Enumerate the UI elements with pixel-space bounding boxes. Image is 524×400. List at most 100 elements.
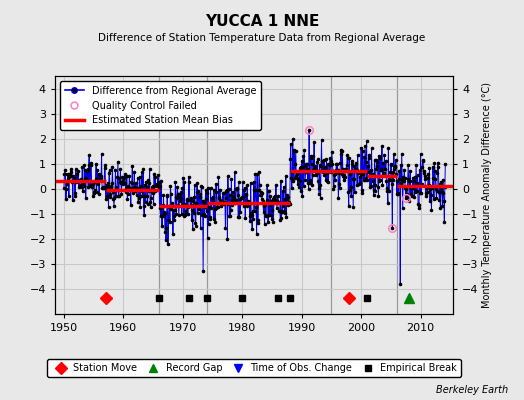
Y-axis label: Monthly Temperature Anomaly Difference (°C): Monthly Temperature Anomaly Difference (… [482,82,492,308]
Point [305,127,313,133]
Point [210,187,218,193]
Point [78,184,86,190]
Point [201,187,210,193]
Point [259,200,267,206]
Point [425,164,434,171]
Point [223,187,231,193]
Point [290,147,299,153]
Point [321,165,329,171]
Point [129,184,137,191]
Point [340,172,348,178]
Point [215,194,223,201]
Point [93,180,102,187]
Point [138,193,147,200]
Point [390,166,399,173]
Point [226,192,234,198]
Point [283,194,292,200]
Point [434,160,442,166]
Point [372,188,380,194]
Point [165,203,173,210]
Point [281,210,290,216]
Point [267,212,275,218]
Point [307,152,315,159]
Point [292,173,300,179]
Point [364,169,372,175]
Point [437,185,445,191]
Point [289,136,297,142]
Point [60,171,69,177]
Point [66,172,74,178]
Point [166,219,174,226]
Point [153,182,161,188]
Point [302,161,310,168]
Point [271,196,280,203]
Point [322,156,331,162]
Point [118,174,127,181]
Point [300,163,309,169]
Point [148,184,156,190]
Point [405,198,413,204]
Point [86,162,95,168]
Point [225,186,233,192]
Point [350,176,358,182]
Point [291,161,299,167]
Point [262,213,270,220]
Point [117,191,126,197]
Point [164,216,172,223]
Point [392,170,400,177]
Point [440,198,448,204]
Point [351,188,359,195]
Point [309,153,317,159]
Point [92,175,100,182]
Point [120,174,128,180]
Point [376,155,385,161]
Point [168,200,177,207]
Point [63,181,71,187]
Point [190,194,198,200]
Point [105,169,113,176]
Point [197,183,205,189]
Point [135,195,144,201]
Point [166,182,174,189]
Point [169,231,177,238]
Point [438,189,446,195]
Point [431,168,439,174]
Point [369,170,377,177]
Point [234,214,243,220]
Point [80,162,89,168]
Point [400,167,408,173]
Point [435,197,444,204]
Point [423,189,432,195]
Point [100,185,108,192]
Point [413,171,422,178]
Point [175,194,183,200]
Point [191,220,200,226]
Point [360,154,368,160]
Point [379,172,388,179]
Point [275,199,283,205]
Point [330,183,338,189]
Point [144,201,152,208]
Point [344,188,353,195]
Point [196,194,204,200]
Point [326,154,334,161]
Point [408,183,416,189]
Point [419,168,428,174]
Point [433,169,442,176]
Point [79,180,88,186]
Point [400,174,409,181]
Point [336,185,344,191]
Point [362,175,370,181]
Point [269,219,278,226]
Point [206,216,214,222]
Point [73,178,82,184]
Point [403,190,411,197]
Point [291,148,300,154]
Point [67,166,75,172]
Point [223,236,232,242]
Point [343,162,351,168]
Point [359,171,367,177]
Point [111,187,119,194]
Point [254,220,263,226]
Point [226,212,235,219]
